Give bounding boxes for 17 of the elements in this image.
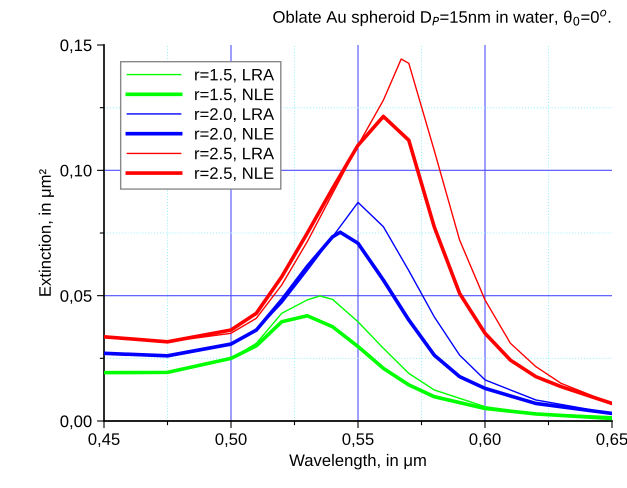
y-tick-label: 0,00 bbox=[60, 415, 92, 430]
legend-label: r=2.5, LRA bbox=[195, 148, 274, 162]
x-tick-label: 0,45 bbox=[88, 433, 120, 448]
y-tick-label: 0,05 bbox=[60, 290, 92, 304]
y-axis-title: Extinction, in μm² bbox=[38, 169, 54, 296]
x-tick-label: 0,55 bbox=[342, 433, 374, 448]
x-tick-label: 0,60 bbox=[469, 433, 501, 448]
legend-label: r=2.0, LRA bbox=[195, 108, 274, 122]
chart-title: Oblate Au spheroid D$_{P}$=15nm in water, θ$_{0}$=0$^{o}$. bbox=[273, 10, 610, 26]
legend-label: r=2.0, NLE bbox=[195, 128, 274, 142]
legend-label: r=1.5, LRA bbox=[195, 68, 274, 83]
y-tick-label: 0,15 bbox=[60, 39, 92, 54]
x-tick-label: 0,50 bbox=[215, 433, 247, 448]
x-axis-title: Wavelength, in μm bbox=[289, 454, 426, 470]
y-tick-label: 0,10 bbox=[60, 164, 92, 179]
legend-label: r=1.5, NLE bbox=[195, 88, 274, 102]
legend-label: r=2.5, NLE bbox=[195, 167, 274, 182]
